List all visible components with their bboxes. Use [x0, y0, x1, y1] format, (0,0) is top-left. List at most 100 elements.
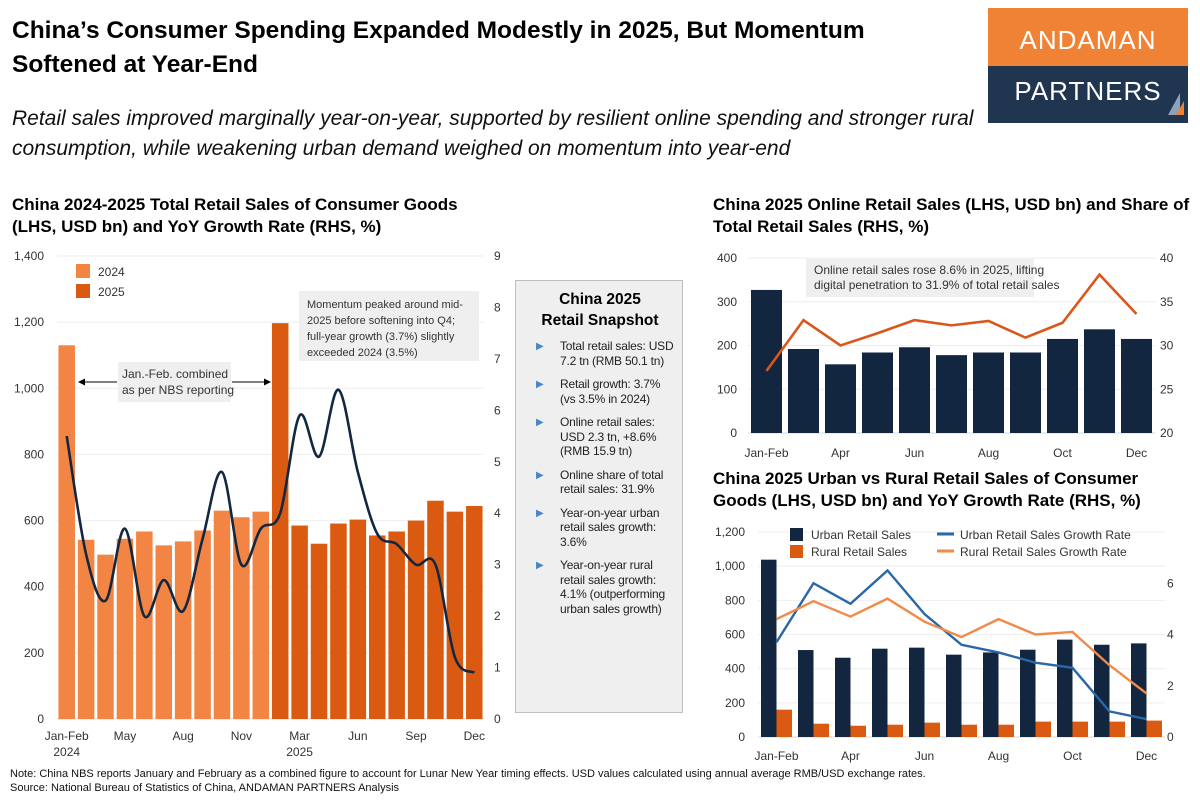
bar-rural-jun [924, 722, 940, 737]
bar-jan-feb-2024 [58, 345, 75, 719]
snapshot-item: ▶ Year-on-year rural retail sales growth:… [526, 558, 674, 616]
y-left-tick-label: 1,000 [14, 381, 44, 395]
bar-jun-2024 [136, 531, 153, 719]
snapshot-list: ▶ Total retail sales: USD 7.2 tn (RMB 50.… [526, 339, 674, 616]
bar-rural-nov [1109, 721, 1125, 737]
annotation-box-janfeb [118, 362, 231, 402]
bar-apr-2024 [97, 554, 114, 719]
bar-sep-2024 [194, 530, 211, 719]
y-right-tick-label: 4 [494, 506, 501, 520]
bar-aug-2024 [174, 541, 192, 719]
bar-aug-2025 [388, 531, 405, 719]
urban-rural-retail-sales-chart: 0 200 400 600 800 1,000 1,200 0 2 4 6 Jan-Feb Apr Jun… [715, 525, 1174, 763]
y-left-tick-label: 1,200 [14, 315, 44, 329]
y-right-tick-label: 0 [494, 712, 501, 726]
bar-online-dec [1121, 338, 1152, 433]
y-right-tick-label: 8 [494, 300, 501, 314]
chart1-title: China 2024-2025 Total Retail Sales of Co… [12, 195, 458, 236]
chart2-title: China 2025 Online Retail Sales (LHS, USD… [713, 195, 1190, 236]
x-tick-label: Apr [831, 446, 850, 460]
bar-urban-dec [1131, 643, 1147, 737]
bar-rural-dec [1146, 720, 1162, 737]
triangle-bullet-icon: ▶ [536, 469, 544, 481]
legend-label: Rural Retail Sales Growth Rate [960, 545, 1127, 559]
legend-swatch-2025 [76, 284, 90, 298]
y-right-tick-label: 20 [1160, 426, 1174, 440]
bar-sep-2025 [407, 520, 425, 719]
y-left-tick-label: 100 [717, 382, 737, 396]
bar-urban-jun [909, 647, 925, 737]
y-right-tick-label: 40 [1160, 251, 1174, 265]
bar-jan-feb-2025 [271, 323, 289, 719]
snapshot-item: ▶ Online retail sales: USD 2.3 tn, +8.6% … [526, 415, 674, 459]
online-retail-sales-chart: 0 100 200 300 400 20 25 30 35 40 Jan-Feb Apr Jun Aug O… [717, 251, 1174, 460]
legend-label: Urban Retail Sales [811, 528, 911, 542]
bar-online-may [862, 352, 893, 433]
bar-jun-2025 [349, 519, 367, 719]
snapshot-item-text: Retail growth: 3.7% (vs 3.5% in 2024) [560, 377, 661, 406]
bar-rural-may [887, 724, 903, 737]
online-share-line [765, 272, 1138, 372]
snapshot-item: ▶ Total retail sales: USD 7.2 tn (RMB 50.… [526, 339, 674, 368]
y-left-tick-label: 1,000 [715, 559, 745, 573]
x-tick-label: Nov [231, 729, 252, 743]
page-title: China’s Consumer Spending Expanded Modes… [12, 17, 865, 78]
y-right-tick-label: 1 [494, 661, 501, 675]
bar-rural-mar [813, 723, 829, 737]
y-left-tick-label: 1,200 [715, 525, 745, 539]
logo-top: ANDAMAN [988, 8, 1188, 66]
bar-online-aug [973, 352, 1004, 433]
y-left-tick-label: 600 [725, 628, 745, 642]
x-tick-label: Jun [915, 749, 934, 763]
legend-swatch-bar [790, 545, 803, 558]
x-tick-label: Jun [348, 729, 367, 743]
y-right-tick-label: 0 [1167, 730, 1174, 744]
y-left-tick-label: 200 [717, 339, 737, 353]
snapshot-title-line2: Retail Snapshot [541, 312, 659, 329]
bar-online-jul [936, 355, 967, 433]
legend-label-2024: 2024 [98, 265, 125, 279]
arrow-left-icon [78, 378, 85, 386]
bar-urban-oct [1057, 639, 1073, 737]
x-tick-label: Aug [172, 729, 193, 743]
x-tick-label: Jan-Feb [754, 749, 798, 763]
logo-bottom-text: PARTNERS [1014, 76, 1162, 106]
snapshot-item-text: Year-on-year rural retail sales growth: … [560, 558, 665, 616]
logo-triangle-accent-icon [1176, 101, 1184, 115]
bar-nov-2024 [233, 517, 250, 719]
y-left-tick-label: 0 [738, 730, 745, 744]
bar-urban-apr [835, 657, 851, 737]
annotation-line: as per NBS reporting [122, 383, 234, 397]
bar-urban-mar [798, 650, 814, 737]
urban-growth-line [775, 568, 1147, 721]
legend-label: Urban Retail Sales Growth Rate [960, 528, 1131, 542]
x-tick-label: Apr [841, 749, 860, 763]
bar-online-jan-feb [751, 289, 782, 433]
snapshot-item: ▶ Retail growth: 3.7% (vs 3.5% in 2024) [526, 377, 674, 406]
snapshot-item-text: Year-on-year urban retail sales growth: … [560, 505, 660, 549]
legend-swatch-2024 [76, 264, 90, 278]
bar-urban-jan-feb [761, 559, 777, 737]
bar-online-apr [825, 364, 856, 433]
bar-online-jun [899, 347, 930, 433]
source-note: Source: National Bureau of Statistics of… [10, 782, 400, 794]
snapshot-title: China 2025 Retail Snapshot [526, 289, 674, 331]
bar-online-sep [1010, 352, 1041, 433]
y-right-tick-label: 3 [494, 558, 501, 572]
y-left-tick-label: 0 [37, 712, 44, 726]
logo-bottom: PARTNERS [988, 66, 1188, 123]
y-right-tick-label: 2 [1167, 679, 1174, 693]
triangle-bullet-icon: ▶ [536, 379, 544, 390]
bar-rural-sep [1035, 721, 1051, 737]
bar-online-mar [788, 349, 819, 433]
bar-rural-aug [998, 724, 1014, 737]
annotation-momentum: Momentum peaked around mid-2025 before s… [299, 291, 479, 361]
andaman-partners-logo: ANDAMAN PARTNERS [988, 8, 1188, 123]
y-left-tick-label: 600 [24, 514, 44, 528]
bar-rural-jul [961, 724, 977, 737]
y-left-tick-label: 400 [725, 662, 745, 676]
chart3-title: China 2025 Urban vs Rural Retail Sales o… [713, 469, 1141, 510]
y-right-tick-label: 5 [494, 455, 501, 469]
bar-urban-jul [946, 654, 962, 737]
bar-oct-2024 [213, 510, 231, 719]
